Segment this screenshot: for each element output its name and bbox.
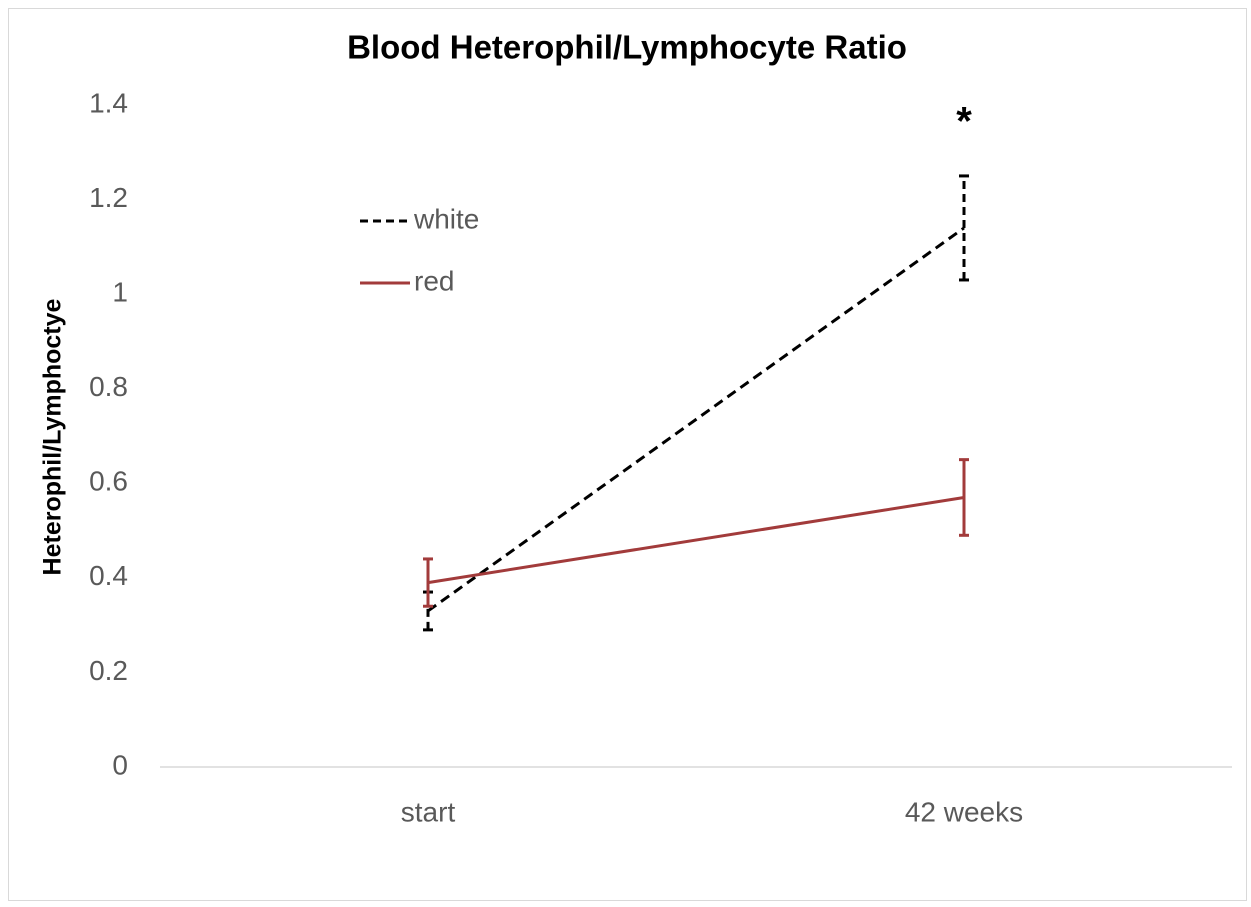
series-line xyxy=(427,495,965,585)
x-tick-label: start xyxy=(401,796,456,827)
legend-label: white xyxy=(413,203,479,234)
y-tick-label: 0.4 xyxy=(89,560,128,591)
series-line xyxy=(427,226,965,613)
chart-title: Blood Heterophil/Lymphocyte Ratio xyxy=(347,29,907,66)
legend-label: red xyxy=(414,265,454,296)
annotation: * xyxy=(956,99,972,143)
y-tick-label: 1.2 xyxy=(89,182,128,213)
y-axis-label: Heterophil/Lymphoctye xyxy=(39,298,67,575)
y-tick-label: 1.4 xyxy=(89,87,128,118)
y-tick-label: 1 xyxy=(112,277,128,308)
y-tick-label: 0.2 xyxy=(89,655,128,686)
x-tick-label: 42 weeks xyxy=(905,796,1023,827)
y-tick-label: 0.6 xyxy=(89,466,128,497)
chart-border xyxy=(8,8,1247,901)
y-tick-label: 0.8 xyxy=(89,371,128,402)
y-tick-label: 0 xyxy=(112,749,128,780)
